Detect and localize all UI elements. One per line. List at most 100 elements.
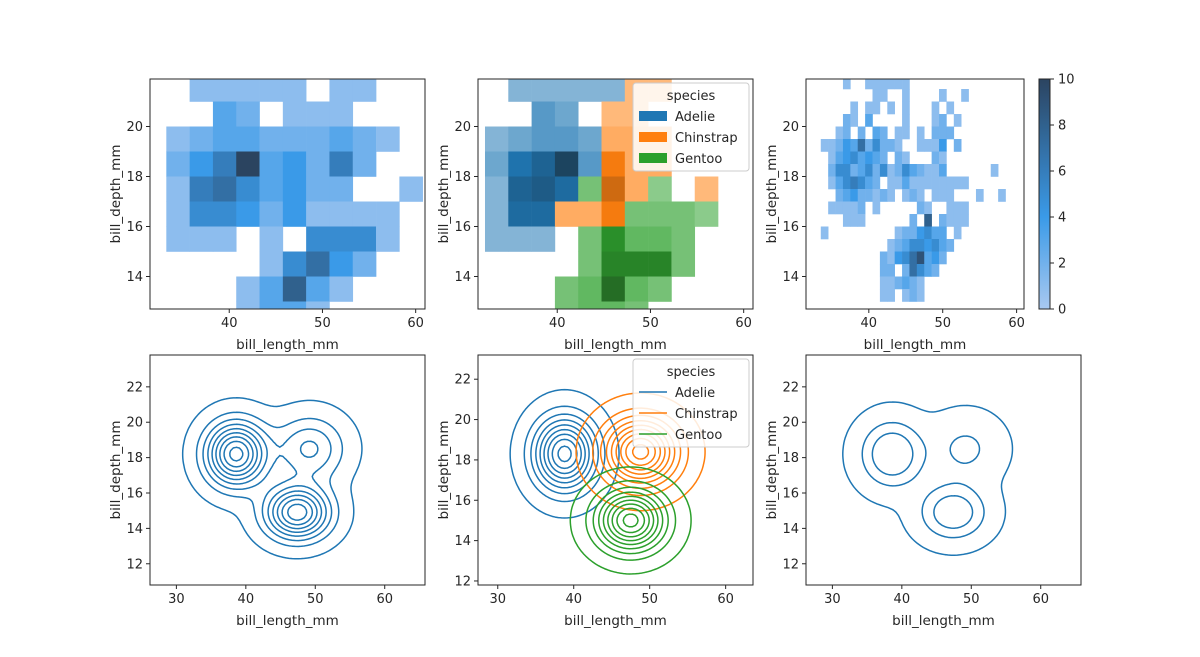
- x-axis-label: bill_length_mm: [564, 337, 667, 353]
- y-tick-label: 22: [454, 373, 471, 388]
- heatmap-cell: [648, 251, 672, 277]
- heatmap-cell: [939, 239, 947, 252]
- x-tick-label: 60: [376, 592, 393, 607]
- x-axis-label: bill_length_mm: [864, 337, 967, 353]
- heatmap-cell: [894, 176, 903, 190]
- heatmap-cell: [872, 176, 881, 190]
- heatmap-cell: [166, 151, 190, 177]
- heatmap-cell: [212, 176, 237, 202]
- heatmap-cell: [554, 176, 579, 202]
- contour-line: [602, 495, 659, 546]
- heatmap-cell: [259, 251, 284, 277]
- heatmap-cell: [953, 201, 962, 215]
- heatmap-cell: [554, 151, 579, 177]
- heatmap-cell: [894, 164, 903, 177]
- axes-frame: [805, 354, 1082, 586]
- heatmap-cell: [236, 79, 260, 102]
- heatmap-cell: [578, 226, 602, 252]
- heatmap-cell: [931, 251, 940, 265]
- contour-line: [585, 479, 677, 561]
- contour-line: [207, 423, 327, 537]
- heatmap-cell: [212, 126, 237, 152]
- heatmap-cell: [931, 126, 940, 140]
- heatmap-cell: [531, 126, 556, 152]
- contour-line: [871, 432, 974, 529]
- heatmap-cell: [894, 79, 903, 90]
- heatmap-cell: [376, 226, 400, 252]
- heatmap-cell: [578, 251, 602, 277]
- contour-series-all: [181, 396, 363, 560]
- heatmap-cell: [865, 176, 873, 190]
- y-axis-label: bill_depth_mm: [764, 145, 780, 244]
- y-tick-label: 14: [782, 270, 799, 285]
- y-axis-label: bill_depth_mm: [108, 421, 124, 520]
- heatmap-cell: [282, 201, 307, 227]
- heatmap-cell: [887, 276, 895, 290]
- heatmap-cell: [909, 276, 918, 290]
- heatmap-cell: [671, 201, 696, 227]
- contour-line: [181, 396, 363, 560]
- heatmap-cell: [887, 289, 895, 302]
- heatmap-cell: [624, 226, 649, 252]
- legend-entry-gentoo: Gentoo: [675, 428, 722, 443]
- legend-title: species: [667, 89, 716, 104]
- heatmap-cell: [578, 79, 602, 102]
- y-tick-label: 16: [454, 220, 471, 235]
- heatmap-cell: [306, 176, 330, 202]
- y-tick-label: 16: [782, 220, 799, 235]
- heatmap-cell: [924, 214, 932, 227]
- contour-line: [535, 419, 595, 489]
- heatmap-cell: [916, 251, 925, 265]
- x-tick-label: 40: [221, 316, 238, 331]
- y-tick-label: 20: [454, 413, 471, 428]
- heatmap-cell: [953, 214, 962, 227]
- heatmap-cell: [879, 151, 888, 165]
- y-axis-label: bill_depth_mm: [436, 421, 452, 520]
- colorbar-tick-label: 6: [1058, 165, 1066, 180]
- x-axis-label: bill_length_mm: [564, 613, 667, 629]
- heatmap-cell: [916, 264, 925, 277]
- heatmap-cell: [236, 126, 260, 152]
- heatmap-cell: [601, 226, 626, 252]
- heatmap-cell: [909, 251, 918, 265]
- heatmap-cell: [329, 126, 354, 152]
- heatmap-cell: [329, 101, 354, 127]
- legend-entry-chinstrap: Chinstrap: [675, 407, 738, 422]
- contour-line: [547, 433, 582, 475]
- heatmap-cells: [820, 79, 1006, 302]
- heatmap-cell: [352, 251, 377, 277]
- heatmap-cell: [259, 276, 284, 302]
- heatmap-cell: [909, 176, 918, 190]
- heatmap-cell: [902, 114, 910, 127]
- subplot-hist-fine: 40 50 60 14 16 18 20 bill_length_mm bill_depth_m…: [764, 78, 1025, 353]
- heatmap-cell: [961, 214, 969, 227]
- heatmap-cell: [212, 151, 237, 177]
- heatmap-cell: [601, 101, 626, 127]
- y-axis-label: bill_depth_mm: [764, 421, 780, 520]
- heatmap-cell: [872, 189, 881, 202]
- legend-box: [632, 82, 750, 172]
- heatmap-cell: [166, 226, 190, 252]
- heatmap-cell: [835, 189, 844, 202]
- contour-line: [551, 438, 578, 470]
- y-tick-label: 20: [454, 120, 471, 135]
- heatmap-cell: [236, 151, 260, 177]
- heatmap-cell: [624, 201, 649, 227]
- heatmap-cell: [282, 176, 307, 202]
- heatmap-cell: [236, 176, 260, 202]
- heatmap-cell: [329, 151, 354, 177]
- heatmap-cell: [842, 139, 851, 152]
- heatmap-cell: [554, 301, 579, 310]
- heatmap-cell: [931, 164, 940, 177]
- heatmap-cell: [946, 126, 955, 140]
- heatmap-cell: [554, 101, 579, 127]
- x-tick-label: 60: [1032, 592, 1049, 607]
- heatmap-cell: [212, 226, 237, 252]
- heatmap-cell: [916, 126, 925, 140]
- heatmap-cell: [879, 189, 888, 202]
- heatmap-cell: [909, 289, 918, 302]
- heatmap-cell: [939, 126, 947, 140]
- heatmap-cell: [484, 226, 509, 252]
- heatmap-cell: [828, 201, 836, 215]
- heatmap-cell: [212, 201, 237, 227]
